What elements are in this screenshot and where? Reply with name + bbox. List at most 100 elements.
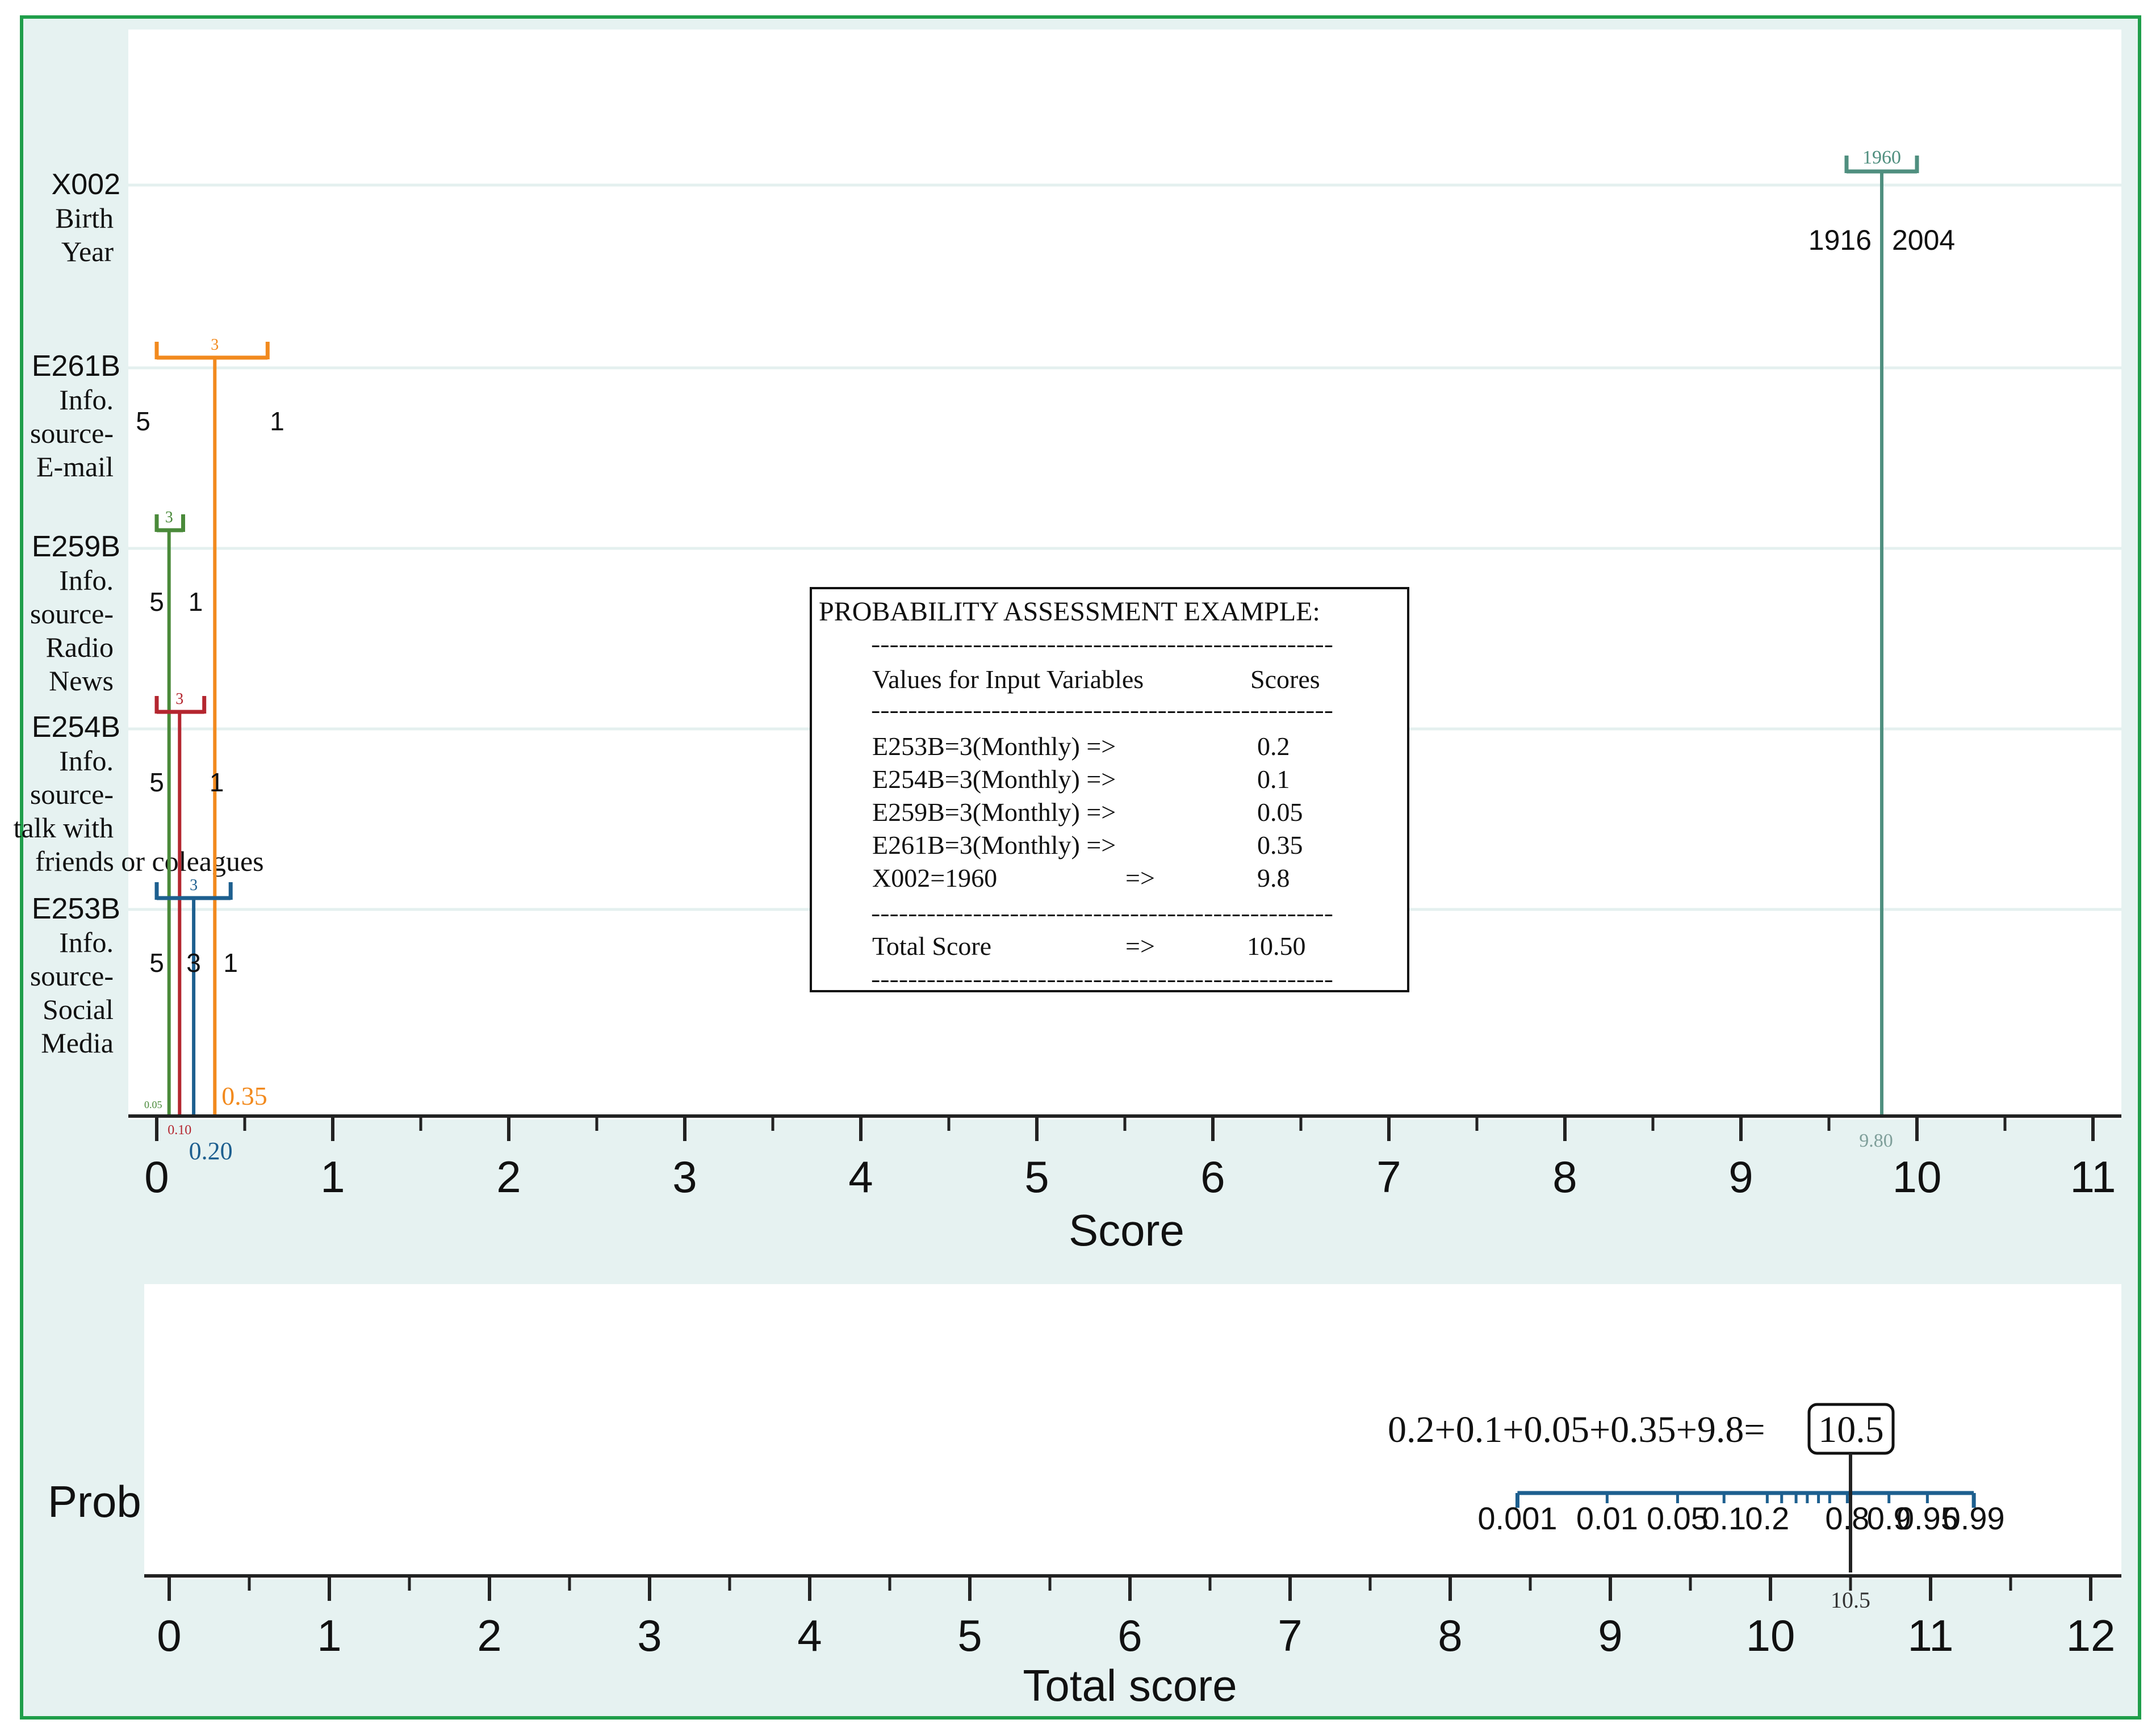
score-axis-tick-label: 4 <box>848 1152 873 1202</box>
prob-scale-label: 0.1 <box>1702 1500 1746 1536</box>
variable-label-e261b-line: source- <box>30 417 114 449</box>
score-axis-tick-label: 0 <box>144 1152 169 1202</box>
scale-high-label: 1 <box>189 587 203 617</box>
prob-scale-label: 0.99 <box>1943 1500 2005 1536</box>
variable-label-e253b-line: Info. <box>59 926 114 958</box>
example-row-score: 0.35 <box>1257 831 1303 859</box>
variable-label-e254b-line: talk with <box>14 812 114 844</box>
prob-row-label: Prob <box>48 1477 141 1526</box>
total-value: 10.5 <box>1818 1409 1884 1450</box>
total-axis-tick-label: 11 <box>1908 1611 1954 1660</box>
example-box-total-label: Total Score <box>872 932 991 961</box>
total-axis-tick-label: 6 <box>1117 1611 1142 1660</box>
example-box-frame <box>810 587 1409 992</box>
example-row-score: 0.2 <box>1257 732 1290 761</box>
scale-x002: 1960 1916 2004 <box>1808 147 1955 1116</box>
scale-low-label: 5 <box>149 587 164 617</box>
variable-label-x002-line: X002 <box>52 168 120 201</box>
score-axis-tick-label: 5 <box>1024 1152 1049 1202</box>
variable-label-e253b-line: source- <box>30 960 114 992</box>
prob-scale-label: 0.01 <box>1576 1500 1638 1536</box>
total-axis-tick-label: 0 <box>157 1611 181 1660</box>
example-box-rows: E253B=3(Monthly) => 0.2 E254B=3(Monthly) =… <box>872 732 1303 892</box>
selected-value-label: 3 <box>211 336 219 354</box>
total-axis-tick-label: 12 <box>2066 1611 2116 1660</box>
prob-scale-label: 0.2 <box>1745 1500 1789 1536</box>
score-readout-e259b: 0.05 <box>144 1099 162 1110</box>
example-row-input: X002=1960 <box>872 863 997 892</box>
score-axis-tick-label: 10 <box>1893 1152 1942 1202</box>
example-row-arrow: => <box>1125 863 1155 892</box>
score-readout-x002: 9.80 <box>1859 1130 1893 1151</box>
example-box-total-arrow: => <box>1125 932 1155 961</box>
variable-label-e261b-line: Info. <box>59 384 114 416</box>
variable-label-e259b-line: source- <box>30 598 114 630</box>
scale-e259b: 35 1 <box>149 509 203 1116</box>
score-axis-tick-label: 2 <box>496 1152 521 1202</box>
variable-label-e253b-line: E253B <box>32 892 120 925</box>
scale-low-label: 5 <box>136 406 150 436</box>
variable-label-e259b-line: Info. <box>59 564 114 596</box>
variable-labels: X002BirthYearE261BInfo.source-E-mailE259… <box>14 168 264 1059</box>
example-box-total-value: 10.50 <box>1247 932 1306 961</box>
example-box-divider: ----------------------------------------… <box>871 697 1333 723</box>
prob-scale-label: 0.9 <box>1867 1500 1911 1536</box>
example-box-divider: ----------------------------------------… <box>871 900 1333 926</box>
variable-label-e254b-line: E254B <box>32 711 120 744</box>
scale-high-label: 1 <box>270 406 284 436</box>
scale-e253b: 35 13 <box>149 877 238 1116</box>
score-axis-tick-label: 8 <box>1552 1152 1577 1202</box>
scale-e254b: 3 5 1 <box>149 690 224 1116</box>
variable-label-x002-line: Year <box>61 236 114 267</box>
example-box: PROBABILITY ASSESSMENT EXAMPLE: --------… <box>810 587 1409 992</box>
variable-label-e259b-line: News <box>49 665 114 697</box>
scale-low-label: 1916 <box>1808 224 1872 256</box>
example-row-score: 9.8 <box>1257 863 1290 892</box>
example-box-col-header-right: Scores <box>1250 665 1320 694</box>
score-axis-tick-label: 11 <box>2070 1152 2116 1202</box>
variable-label-e254b-line: Info. <box>59 745 114 777</box>
selected-value-label: 3 <box>175 690 183 708</box>
scale-high-label: 1 <box>223 948 238 978</box>
score-axis-tick-label: 7 <box>1376 1152 1401 1202</box>
score-axis-tick-label: 9 <box>1728 1152 1753 1202</box>
example-box-title: PROBABILITY ASSESSMENT EXAMPLE: <box>819 597 1320 627</box>
lower-plot-area <box>144 1284 2121 1579</box>
example-box-divider: ----------------------------------------… <box>871 966 1333 992</box>
total-equation: 0.2+0.1+0.05+0.35+9.8= <box>1388 1409 1765 1450</box>
scale-low-label: 5 <box>149 768 164 797</box>
example-row-input: E254B=3(Monthly) => <box>872 765 1116 794</box>
total-axis-tick-label: 1 <box>317 1611 341 1660</box>
total-score-marker-label: 10.5 <box>1831 1587 1870 1613</box>
score-axis-tick-label: 6 <box>1200 1152 1225 1202</box>
score-axis-label: Score <box>1069 1205 1184 1255</box>
example-row-input: E261B=3(Monthly) => <box>872 831 1116 859</box>
scale-e261b: 35 1 <box>136 336 284 1116</box>
total-axis-label: Total score <box>1023 1660 1237 1710</box>
score-readout-e253b: 0.20 <box>189 1137 233 1165</box>
prob-scale-label: 0.001 <box>1477 1500 1557 1536</box>
variable-label-e253b-line: Social <box>43 993 114 1025</box>
variable-label-e254b-line: friends or coleagues <box>35 845 264 877</box>
prob-scale-label: 0.8 <box>1825 1500 1869 1536</box>
prob-scale-label: 0.05 <box>1647 1500 1709 1536</box>
selected-value-label: 3 <box>190 877 198 894</box>
variable-label-e261b-line: E-mail <box>36 451 114 483</box>
score-readout-e261b: 0.35 <box>221 1081 267 1110</box>
variable-label-e254b-line: source- <box>30 778 114 810</box>
variable-label-e253b-line: Media <box>41 1027 114 1059</box>
selected-value-label: 3 <box>165 509 173 526</box>
total-axis-tick-label: 3 <box>637 1611 662 1660</box>
variable-label-e261b-line: E261B <box>32 350 120 383</box>
score-readout-e254b: 0.10 <box>168 1123 191 1138</box>
total-axis-tick-label: 10 <box>1746 1611 1795 1660</box>
example-row-input: E253B=3(Monthly) => <box>872 732 1116 761</box>
scale-high-label: 2004 <box>1892 224 1955 256</box>
example-box-col-header-left: Values for Input Variables <box>872 665 1144 694</box>
scale-high-label: 1 <box>210 768 224 797</box>
example-row-input: E259B=3(Monthly) => <box>872 798 1116 827</box>
variable-label-e259b-line: E259B <box>32 530 120 563</box>
